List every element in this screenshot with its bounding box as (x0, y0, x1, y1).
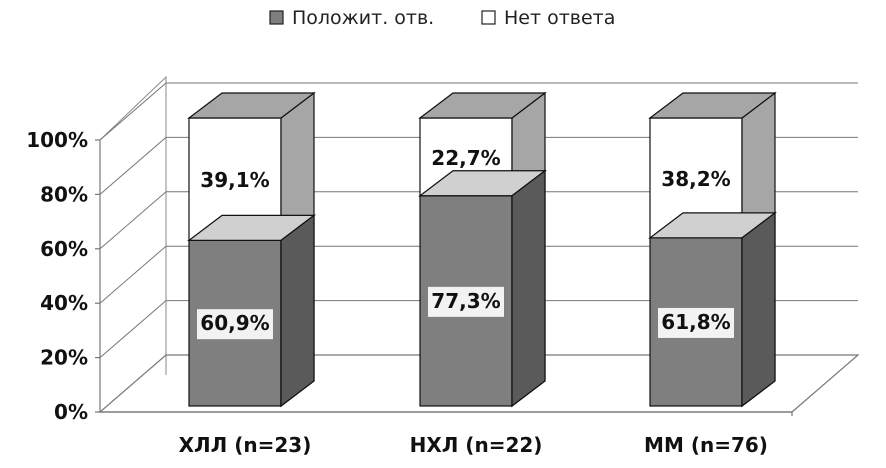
legend-label-1: Положит. отв. (292, 7, 434, 29)
y-tick-label: 0% (54, 400, 88, 424)
data-label-bg (197, 309, 273, 340)
x-tick-label: ХЛЛ (n=23) (179, 433, 312, 457)
bar-positive-side (741, 211, 776, 408)
side-gridline (99, 191, 167, 250)
legend-label-2: Нет ответа (504, 7, 615, 29)
bars: 60,9% 39,1% 77,3% 22,7% 61,8% 38,2% (187, 91, 777, 408)
side-gridline (99, 137, 167, 195)
side-wall (99, 75, 167, 412)
bar-group: 60,9% 39,1% (187, 91, 316, 408)
x-tick-label: НХЛ (n=22) (410, 433, 543, 457)
bar-positive-side (511, 169, 546, 408)
legend-swatch-2 (481, 10, 496, 25)
bar-group: 61,8% 38,2% (648, 91, 777, 408)
y-tick-label: 80% (40, 182, 88, 206)
data-label-no-answer: 39,1% (200, 168, 269, 192)
data-label-positive: 77,3% (431, 289, 500, 313)
legend-swatch-1 (269, 10, 284, 25)
data-label-bg (428, 286, 504, 317)
bar-no-answer-top (187, 92, 316, 119)
data-label-no-answer: 22,7% (431, 146, 500, 170)
bar-no-answer-top (648, 92, 777, 119)
y-tick-label: 100% (26, 128, 88, 152)
y-tick-label: 60% (40, 237, 88, 261)
x-axis: ХЛЛ (n=23) НХЛ (n=22) ММ (n=76) (100, 411, 792, 457)
y-tick-label: 20% (40, 346, 88, 370)
bar-positive-side (280, 214, 315, 408)
x-tick-label: ММ (n=76) (644, 433, 768, 457)
legend: Положит. отв. Нет ответа (269, 7, 615, 29)
y-axis: 0% 20% 40% 60% 80% 100% (26, 128, 101, 424)
bar-group: 77,3% 22,7% (418, 91, 547, 408)
data-label-bg (658, 307, 734, 338)
side-gridline (99, 300, 167, 358)
y-tick-label: 40% (40, 291, 88, 315)
data-label-no-answer: 38,2% (661, 167, 730, 191)
data-label-positive: 61,8% (661, 310, 730, 334)
data-label-positive: 60,9% (200, 311, 269, 335)
side-gridline (99, 82, 167, 141)
side-gridline (99, 245, 167, 304)
bar-no-answer-top (418, 92, 547, 119)
